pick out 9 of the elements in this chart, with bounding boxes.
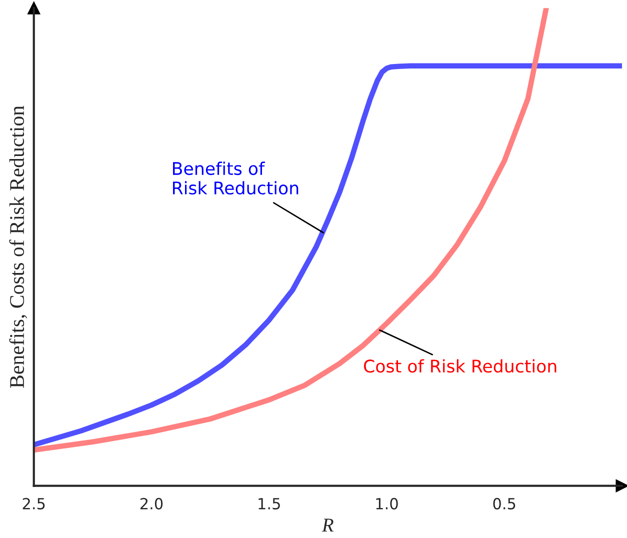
annotation: Benefits of Risk Reduction — [173, 162, 298, 195]
x-tick-label: 2.5 — [22, 498, 45, 510]
x-tick-label: 1.5 — [258, 498, 280, 510]
x-tick-label: 0.5 — [493, 498, 516, 510]
annotation: Cost of Risk Reduction — [364, 359, 556, 373]
x-tick-label: 1.0 — [376, 498, 398, 510]
x-tick-label: 2.0 — [140, 498, 163, 510]
x-axis-title: R — [322, 518, 334, 532]
y-axis-title: Benefits, Costs of Risk Reduction — [9, 106, 28, 388]
